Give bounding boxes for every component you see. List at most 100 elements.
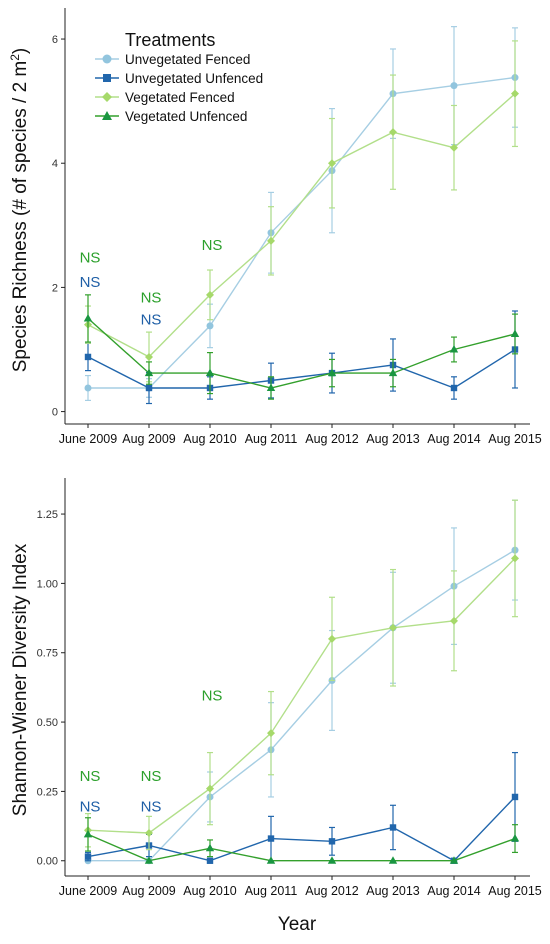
- data-point: [389, 623, 397, 632]
- series-vegetated-unfenced: [83, 294, 520, 400]
- ns-annotation: NS: [141, 798, 162, 815]
- data-point: [511, 89, 519, 98]
- ns-annotation: NS: [141, 768, 162, 785]
- data-point: [206, 290, 214, 299]
- y-tick-label: 0: [52, 407, 58, 419]
- data-point: [327, 856, 337, 864]
- y-tick-label: 0.25: [37, 786, 58, 798]
- x-tick-label: Aug 2011: [245, 432, 298, 446]
- ns-annotation: NS: [141, 311, 162, 328]
- y-axis-label: Species Richness (# of species / 2 m2): [8, 48, 31, 373]
- data-point: [266, 856, 276, 864]
- series-line: [88, 76, 516, 389]
- data-point: [267, 729, 275, 738]
- annotation-layer: NS NS NS NS NS: [80, 237, 223, 329]
- data-point: [266, 383, 276, 391]
- legend-label: Unvegetated Unfenced: [125, 71, 263, 86]
- series-vegetated-unfenced: [83, 817, 520, 864]
- y-tick-label: 0.50: [37, 717, 58, 729]
- data-point: [206, 857, 214, 864]
- y-tick-label: 1.25: [37, 509, 58, 521]
- annotation-layer: NS NS NS NS NS: [80, 687, 223, 815]
- shannon-wiener-panel: Shannon-Wiener Diversity Index 0.00 0.25 0…: [10, 478, 542, 898]
- data-point: [328, 159, 336, 168]
- y-tick-label: 0.00: [37, 856, 58, 868]
- x-tick-label: Aug 2015: [488, 884, 542, 898]
- data-point: [83, 829, 93, 838]
- series-line: [87, 557, 516, 834]
- y-tick-label: 1.00: [37, 578, 58, 590]
- data-point: [206, 322, 214, 330]
- ns-annotation: NS: [80, 768, 101, 785]
- legend-item-vegetated-fenced: Vegetated Fenced: [95, 90, 235, 105]
- y-tick-label: 4: [52, 158, 58, 170]
- series-line: [88, 549, 516, 862]
- series-line: [87, 833, 516, 862]
- y-tick-label: 6: [52, 34, 58, 46]
- data-point: [145, 384, 153, 392]
- data-point: [510, 329, 520, 337]
- data-point: [328, 634, 336, 643]
- x-ticks: June 2009 Aug 2009 Aug 2010 Aug 2011 Aug 201…: [59, 876, 542, 898]
- x-tick-label: Aug 2011: [245, 884, 298, 898]
- data-point: [449, 344, 459, 353]
- data-point: [388, 368, 398, 377]
- legend-label: Vegetated Fenced: [125, 90, 235, 105]
- legend-marker-diamond: [102, 92, 112, 102]
- data-point: [205, 368, 215, 377]
- data-point: [144, 856, 154, 864]
- data-point: [511, 554, 519, 563]
- x-tick-label: Aug 2014: [427, 884, 481, 898]
- legend-label: Unvegetated Fenced: [125, 52, 250, 67]
- x-tick-label: Aug 2009: [122, 432, 176, 446]
- x-tick-label: Aug 2012: [305, 884, 359, 898]
- y-axis-label: Shannon-Wiener Diversity Index: [10, 543, 31, 816]
- legend-item-unvegetated-unfenced: Unvegetated Unfenced: [95, 71, 263, 86]
- legend: Treatments Unvegetated Fenced Unvegetate…: [95, 30, 263, 124]
- data-point: [450, 143, 458, 152]
- ns-annotation: NS: [80, 249, 101, 266]
- x-tick-label: June 2009: [59, 884, 117, 898]
- legend-label: Vegetated Unfenced: [125, 109, 247, 124]
- data-point: [328, 838, 336, 845]
- ns-annotation: NS: [80, 274, 101, 291]
- x-tick-label: Aug 2010: [183, 884, 237, 898]
- legend-item-unvegetated-fenced: Unvegetated Fenced: [95, 52, 250, 67]
- data-point: [205, 843, 215, 852]
- data-point: [388, 856, 398, 864]
- data-point: [449, 856, 459, 864]
- y-ticks: 0 2 4 6: [52, 34, 65, 419]
- x-tick-label: Aug 2009: [122, 884, 176, 898]
- legend-marker-triangle: [102, 111, 112, 120]
- data-point: [450, 616, 458, 625]
- legend-item-vegetated-unfenced: Vegetated Unfenced: [95, 109, 247, 124]
- x-tick-label: June 2009: [59, 432, 117, 446]
- x-tick-label: Aug 2010: [183, 432, 237, 446]
- data-point: [145, 829, 153, 838]
- data-point: [327, 368, 337, 377]
- legend-title: Treatments: [125, 30, 215, 50]
- species-richness-panel: Species Richness (# of species / 2 m2) 0…: [8, 8, 542, 446]
- data-point: [267, 236, 275, 245]
- series-vegetated-fenced: [84, 499, 519, 851]
- data-point: [389, 128, 397, 137]
- x-tick-label: Aug 2013: [366, 884, 420, 898]
- x-tick-label: Aug 2014: [427, 432, 481, 446]
- data-point: [450, 384, 458, 392]
- ns-annotation: NS: [202, 237, 223, 254]
- data-point: [206, 784, 214, 793]
- x-tick-label: Aug 2012: [305, 432, 359, 446]
- ns-annotation: NS: [141, 290, 162, 307]
- data-point: [84, 384, 92, 392]
- data-point: [84, 853, 92, 860]
- series-line: [87, 317, 516, 389]
- data-point: [510, 834, 520, 842]
- y-tick-label: 2: [52, 282, 58, 294]
- data-point: [145, 352, 153, 361]
- y-tick-label: 0.75: [37, 648, 58, 660]
- x-ticks: June 2009 Aug 2009 Aug 2010 Aug 2011 Aug 201…: [59, 424, 542, 446]
- x-tick-label: Aug 2013: [366, 432, 420, 446]
- series-line: [87, 796, 516, 862]
